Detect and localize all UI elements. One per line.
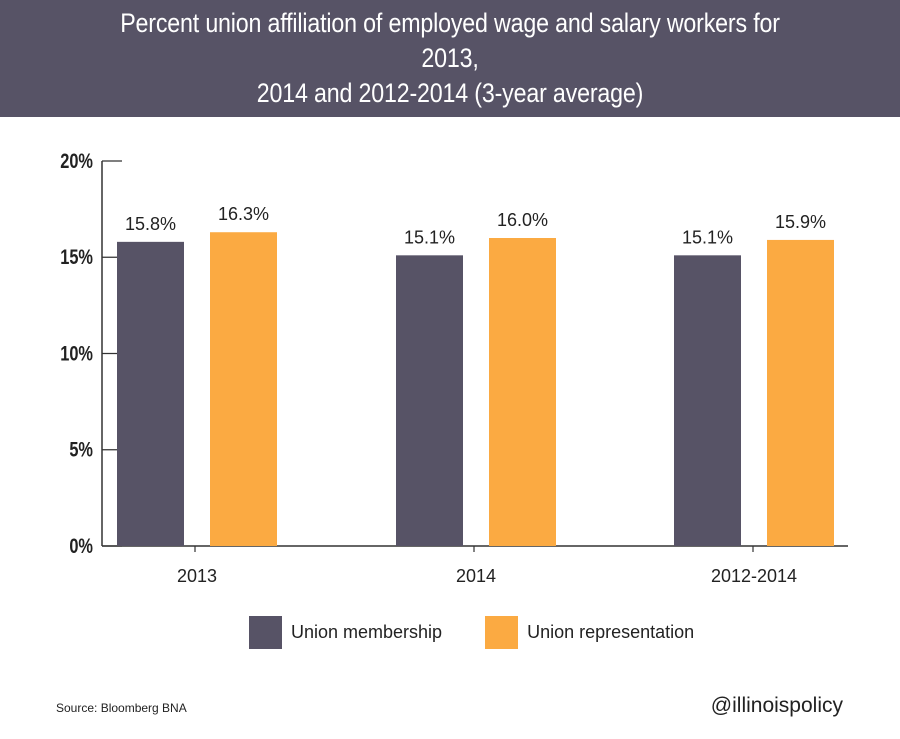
bar-value-label: 15.8% bbox=[125, 214, 176, 234]
bar-union-representation-2014 bbox=[489, 238, 556, 546]
legend-item-union-representation: Union representation bbox=[485, 616, 694, 649]
legend-swatch-union-membership bbox=[249, 616, 282, 649]
legend-label-union-representation: Union representation bbox=[527, 622, 695, 642]
bar-union-membership-2013 bbox=[117, 241, 184, 546]
y-tick-label: 15% bbox=[60, 245, 93, 268]
legend: Union membership Union representation bbox=[249, 616, 737, 649]
chart-title-line-1: Percent union affiliation of employed wa… bbox=[120, 8, 780, 73]
twitter-handle: @illinoispolicy bbox=[710, 694, 843, 717]
bar-value-label: 16.3% bbox=[218, 204, 269, 224]
y-tick-label: 20% bbox=[60, 149, 93, 172]
chart-title-line-2: 2014 and 2012-2014 (3-year average) bbox=[256, 78, 644, 108]
bar-union-membership-2012-2014 bbox=[674, 255, 741, 546]
bar-union-representation-2012-2014 bbox=[767, 239, 834, 547]
bar-chart: 0% 5% 10% 15% 20% 15.8% 16.3% 2013 15.1% 16.0% 201… bbox=[60, 149, 848, 586]
legend-label-union-membership: Union membership bbox=[291, 622, 443, 642]
x-tick-label: 2014 bbox=[456, 566, 496, 586]
y-tick-label: 10% bbox=[60, 342, 93, 365]
legend-item-union-membership: Union membership bbox=[249, 616, 442, 649]
x-tick-label: 2013 bbox=[177, 566, 217, 586]
x-tick-label: 2012-2014 bbox=[711, 566, 797, 586]
legend-swatch-union-representation bbox=[485, 616, 519, 649]
title-banner: Percent union affiliation of employed wa… bbox=[0, 0, 900, 117]
y-tick-label: 0% bbox=[69, 534, 93, 557]
source-note: Source: Bloomberg BNA bbox=[56, 701, 187, 715]
bar-value-label: 15.1% bbox=[404, 227, 455, 247]
bar-value-label: 16.0% bbox=[497, 210, 548, 230]
bar-value-label: 15.1% bbox=[682, 227, 733, 247]
chart-title: Percent union affiliation of employed wa… bbox=[97, 6, 802, 111]
bar-union-representation-2013 bbox=[210, 232, 277, 546]
y-tick-label: 5% bbox=[69, 438, 93, 461]
bar-union-membership-2014 bbox=[396, 255, 463, 546]
bar-value-label: 15.9% bbox=[775, 212, 826, 232]
